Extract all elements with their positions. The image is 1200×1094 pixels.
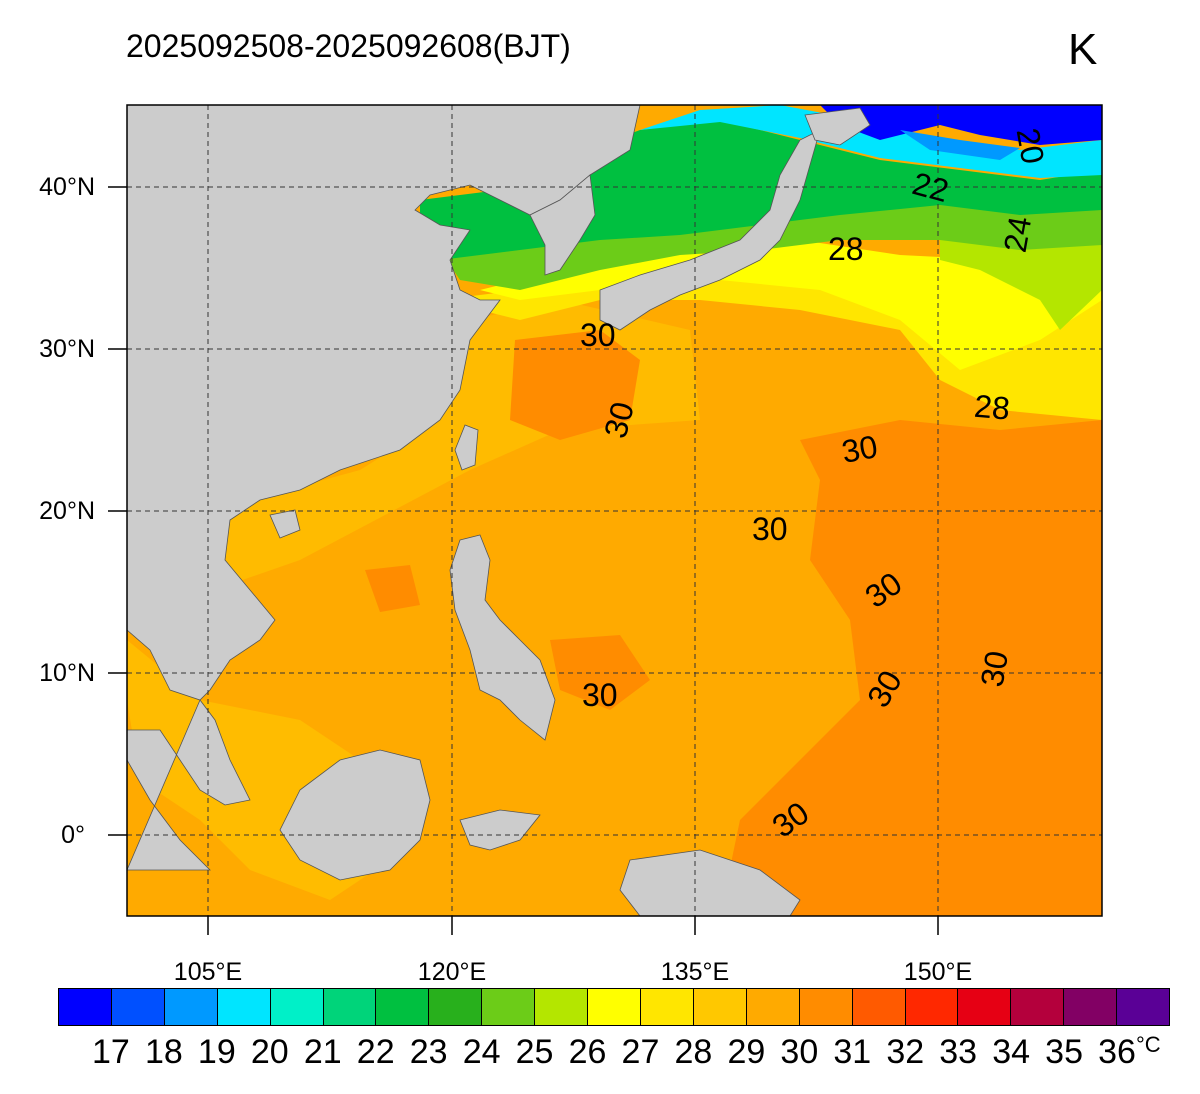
lon-label-120e: 120°E bbox=[417, 958, 487, 986]
colorbar-swatch bbox=[217, 989, 271, 1025]
axis-ticks bbox=[108, 186, 939, 935]
colorbar-tick-label: 18 bbox=[144, 1033, 183, 1071]
hokkaido bbox=[804, 107, 871, 146]
region-mark: K bbox=[1068, 25, 1098, 74]
colorbar-tick-label: 29 bbox=[727, 1033, 766, 1071]
colorbar-swatch bbox=[905, 989, 959, 1025]
colorbar-tick-label: 25 bbox=[515, 1033, 554, 1071]
lon-label-150e: 150°E bbox=[903, 958, 973, 986]
map-field: 20 22 24 28 30 30 30 28 30 30 30 30 30 3… bbox=[127, 105, 1102, 916]
colorbar-swatch bbox=[323, 989, 377, 1025]
colorbar-tick-label: 24 bbox=[462, 1033, 501, 1071]
colorbar-swatch bbox=[270, 989, 324, 1025]
map-title: 2025092508-2025092608(BJT) bbox=[126, 28, 571, 64]
colorbar-tick-label: 34 bbox=[992, 1033, 1031, 1071]
colorbar-swatch bbox=[693, 989, 747, 1025]
contour-label-30d: 30 bbox=[752, 511, 788, 547]
colorbar-swatch bbox=[588, 989, 641, 1025]
malaya-sumatra bbox=[127, 699, 251, 871]
lat-label-0: 0° bbox=[61, 821, 85, 849]
colorbar-swatch bbox=[111, 989, 165, 1025]
band-26 bbox=[940, 230, 1102, 330]
philippines bbox=[449, 534, 556, 741]
colorbar-swatch bbox=[799, 989, 853, 1025]
lat-label-10n: 10°N bbox=[39, 659, 95, 687]
lat-label-20n: 20°N bbox=[39, 497, 95, 525]
colorbar-swatch bbox=[1011, 989, 1065, 1025]
band-19 bbox=[900, 130, 1020, 160]
sulawesi bbox=[459, 809, 541, 851]
borneo bbox=[279, 749, 431, 881]
taiwan bbox=[454, 424, 479, 471]
hainan bbox=[269, 509, 301, 539]
band-20 bbox=[640, 105, 1102, 178]
colorbar-swatch bbox=[535, 989, 589, 1025]
contour-label-30h: 30 bbox=[582, 677, 618, 713]
colorbar-swatch bbox=[958, 989, 1012, 1025]
colorbar-swatch bbox=[429, 989, 483, 1025]
colorbar-tick-label: 17 bbox=[92, 1033, 130, 1071]
contour-label-20: 20 bbox=[1010, 125, 1052, 166]
colorbar-swatch bbox=[1064, 989, 1118, 1025]
new-guinea bbox=[619, 849, 801, 916]
lon-label-105e: 105°E bbox=[173, 958, 243, 986]
korea bbox=[529, 174, 596, 276]
band-31-scs bbox=[365, 565, 420, 612]
lon-label-135e: 135°E bbox=[660, 958, 730, 986]
colorbar-tick-label: 30 bbox=[780, 1033, 819, 1071]
colorbar bbox=[58, 988, 1170, 1026]
colorbar-tick-label: 23 bbox=[409, 1033, 448, 1071]
band-31-north bbox=[510, 330, 640, 440]
land bbox=[127, 105, 871, 916]
colorbar-tick-label: 27 bbox=[621, 1033, 660, 1071]
colorbar-swatch bbox=[852, 989, 906, 1025]
colorbar-tick-label: 19 bbox=[197, 1033, 236, 1071]
colorbar-swatch bbox=[482, 989, 536, 1025]
band-31-east bbox=[720, 420, 1102, 916]
colorbar-unit: °C bbox=[1136, 1032, 1161, 1057]
colorbar-swatch bbox=[164, 989, 218, 1025]
colorbar-swatch bbox=[1117, 989, 1170, 1025]
colorbar-tick-label: 33 bbox=[939, 1033, 978, 1071]
colorbar-tick-label: 26 bbox=[568, 1033, 607, 1071]
lat-label-30n: 30°N bbox=[39, 335, 95, 363]
graticule bbox=[127, 105, 1102, 916]
mainland-asia bbox=[127, 105, 641, 701]
colorbar-tick-label: 35 bbox=[1045, 1033, 1083, 1071]
japan bbox=[599, 129, 821, 331]
colorbar-swatch bbox=[59, 989, 112, 1025]
colorbar-swatch bbox=[746, 989, 800, 1025]
contour-label-30c: 30 bbox=[839, 428, 880, 470]
band-17 bbox=[820, 105, 1102, 145]
contour-label-30f: 30 bbox=[974, 648, 1016, 689]
lat-label-40n: 40°N bbox=[39, 173, 95, 201]
colorbar-tick-label: 21 bbox=[303, 1033, 342, 1071]
colorbar-tick-label: 20 bbox=[250, 1033, 289, 1071]
colorbar-tick-label: 36 bbox=[1098, 1033, 1136, 1071]
contour-label-28a: 28 bbox=[828, 231, 864, 267]
colorbar-swatch bbox=[640, 989, 694, 1025]
colorbar-swatch bbox=[376, 989, 430, 1025]
colorbar-tick-label: 32 bbox=[886, 1033, 925, 1071]
band-27 bbox=[480, 240, 1102, 370]
colorbar-tick-label: 22 bbox=[356, 1033, 395, 1071]
contour-label-28b: 28 bbox=[973, 388, 1012, 427]
colorbar-tick-label: 31 bbox=[833, 1033, 872, 1071]
contour-label-30a: 30 bbox=[580, 317, 616, 353]
contour-label-24: 24 bbox=[997, 214, 1039, 255]
colorbar-tick-label: 28 bbox=[674, 1033, 713, 1071]
